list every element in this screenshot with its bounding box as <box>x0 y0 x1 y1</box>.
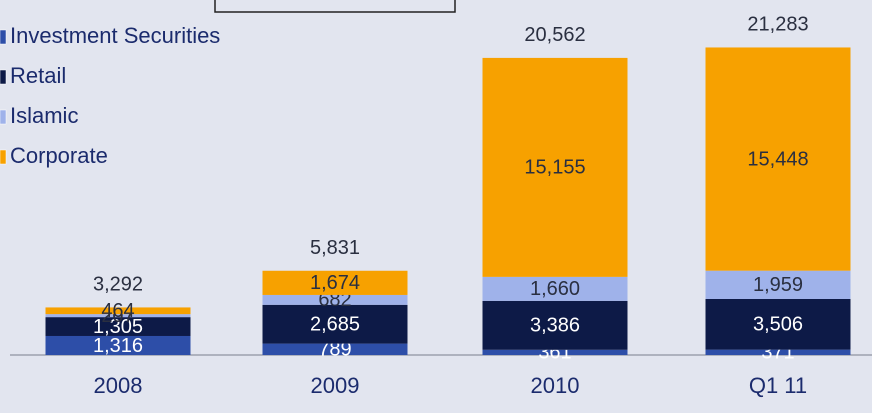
bar-segment <box>482 57 628 277</box>
value-label: 1,959 <box>753 274 803 296</box>
total-label: 3,292 <box>93 274 143 296</box>
total-label: 5,831 <box>310 237 360 259</box>
legend-swatch <box>0 69 7 85</box>
bar-segment <box>482 276 628 301</box>
bar-segment <box>705 47 851 271</box>
x-tick-label: 2009 <box>311 373 360 398</box>
bar-segment <box>482 349 628 355</box>
bar-segment <box>705 349 851 355</box>
bar-segment <box>45 317 191 336</box>
bar-segment <box>705 270 851 299</box>
legend-swatch <box>0 109 7 125</box>
bar-segment <box>705 298 851 350</box>
x-tick-label: Q1 11 <box>749 373 807 398</box>
bar-segment <box>482 300 628 350</box>
total-label: 20,562 <box>524 24 585 46</box>
total-label: 21,283 <box>747 14 808 36</box>
bar-segment <box>45 335 191 355</box>
value-label: 1,660 <box>530 278 580 300</box>
value-label: 1,674 <box>310 272 360 294</box>
x-tick-label: 2008 <box>94 373 143 398</box>
value-label: 15,155 <box>524 157 585 179</box>
bar-segment <box>45 314 191 318</box>
value-label: 3,506 <box>753 314 803 336</box>
legend-label: Corporate <box>10 143 108 168</box>
legend-label: Islamic <box>10 103 78 128</box>
legend-swatch <box>0 29 7 45</box>
bar-segment <box>262 270 408 295</box>
value-label: 2,685 <box>310 313 360 335</box>
legend-swatch <box>0 149 7 165</box>
legend-label: Investment Securities <box>10 23 220 48</box>
value-label: 15,448 <box>747 148 808 170</box>
bar-segment <box>262 294 408 305</box>
bar-segment <box>262 343 408 355</box>
x-tick-label: 2010 <box>531 373 580 398</box>
legend-label: Retail <box>10 63 66 88</box>
value-label: 3,386 <box>530 315 580 337</box>
value-label: 1,316 <box>93 335 143 357</box>
value-label: 464 <box>101 300 134 322</box>
bar-segment <box>262 304 408 344</box>
value-label: 789 <box>318 339 351 361</box>
value-label: 1,305 <box>93 316 143 338</box>
bar-segment <box>45 307 191 315</box>
frame-edge <box>214 0 456 13</box>
